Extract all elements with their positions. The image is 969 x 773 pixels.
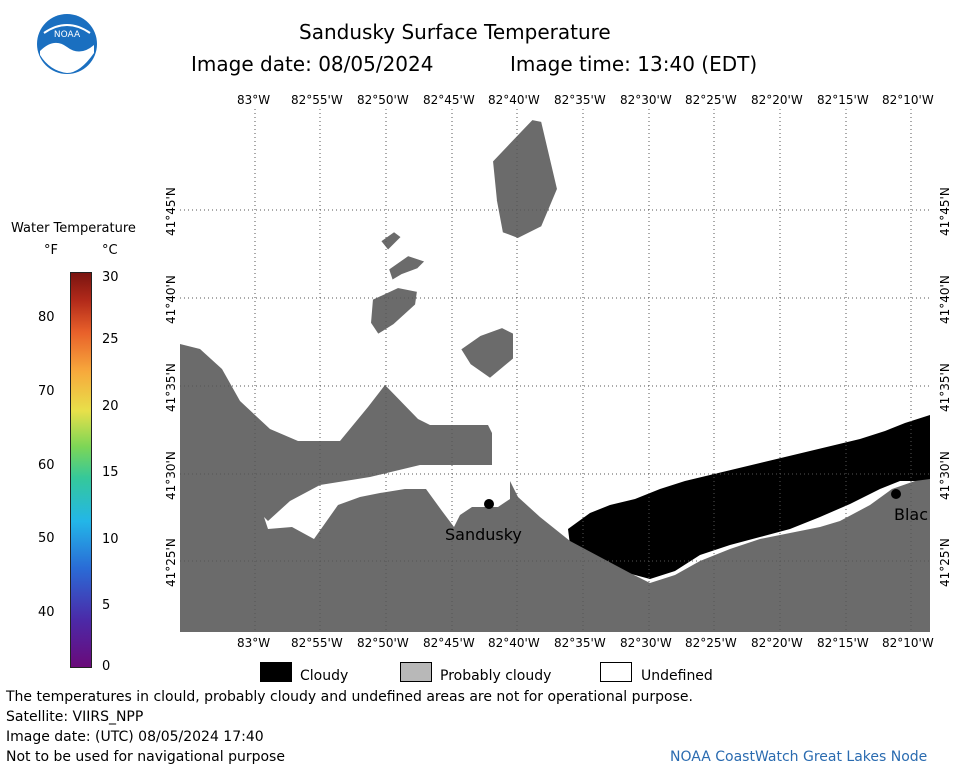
- land-kelleys-island: [490, 117, 560, 241]
- legend-swatch-undefined: [600, 662, 632, 682]
- lat-right-41-25n: 41°25'N: [938, 538, 952, 587]
- f-tick-70: 70: [38, 384, 55, 399]
- f-tick-40: 40: [38, 605, 55, 620]
- city-label-blac: Blac: [894, 505, 929, 524]
- c-tick-25: 25: [102, 332, 119, 347]
- lon-bottom-82-45w: 82°45'W: [423, 636, 475, 650]
- lon-bottom-82-40w: 82°40'W: [488, 636, 540, 650]
- image-date: Image date: 08/05/2024: [191, 52, 434, 76]
- lat-right-41-35n: 41°35'N: [938, 363, 952, 412]
- footer-satellite: Satellite: VIIRS_NPP: [6, 709, 144, 725]
- page-title: Sandusky Surface Temperature: [299, 20, 611, 44]
- lon-top-82-20w: 82°20'W: [751, 93, 803, 107]
- lon-bottom-83w: 83°W: [237, 636, 271, 650]
- lon-top-82-35w: 82°35'W: [554, 93, 606, 107]
- colorbar: [70, 272, 92, 668]
- lon-top-82-45w: 82°45'W: [423, 93, 475, 107]
- graticule: [180, 109, 930, 632]
- f-tick-80: 80: [38, 310, 55, 325]
- blac-marker: [891, 489, 901, 499]
- logo-text: NOAA: [54, 30, 81, 40]
- lon-top-82-25w: 82°25'W: [685, 93, 737, 107]
- lon-bottom-82-20w: 82°20'W: [751, 636, 803, 650]
- c-tick-5: 5: [102, 598, 111, 613]
- colorbar-unit-c: °C: [102, 243, 118, 258]
- footer-credit: NOAA CoastWatch Great Lakes Node: [670, 749, 928, 765]
- lon-bottom-82-25w: 82°25'W: [685, 636, 737, 650]
- image-time: Image time: 13:40 (EDT): [510, 52, 758, 76]
- footer-utc-date: Image date: (UTC) 08/05/2024 17:40: [6, 729, 264, 745]
- land-mainland: [180, 344, 930, 632]
- lon-top-82-55w: 82°55'W: [291, 93, 343, 107]
- lat-right-41-40n: 41°40'N: [938, 275, 952, 324]
- lon-top-82-10w: 82°10'W: [882, 93, 934, 107]
- cloud-area: [568, 415, 930, 579]
- lon-top-82-50w: 82°50'W: [357, 93, 409, 107]
- land-middle-bass-island: [458, 325, 515, 381]
- lon-bottom-82-15w: 82°15'W: [817, 636, 869, 650]
- land-south-bass-island: [368, 285, 420, 337]
- c-tick-15: 15: [102, 465, 119, 480]
- lat-right-41-45n: 41°45'N: [938, 187, 952, 236]
- colorbar-title: Water Temperature: [11, 221, 136, 236]
- lat-right-41-30n: 41°30'N: [938, 451, 952, 500]
- colorbar-unit-f: °F: [44, 243, 58, 258]
- lat-left-41-40n: 41°40'N: [164, 275, 178, 324]
- lon-top-82-40w: 82°40'W: [488, 93, 540, 107]
- lon-bottom-82-50w: 82°50'W: [357, 636, 409, 650]
- legend-swatch-probably-cloudy: [400, 662, 432, 682]
- lat-left-41-45n: 41°45'N: [164, 187, 178, 236]
- lon-bottom-82-10w: 82°10'W: [882, 636, 934, 650]
- lat-left-41-25n: 41°25'N: [164, 538, 178, 587]
- land-island-small-2: [386, 253, 428, 283]
- f-tick-50: 50: [38, 531, 55, 546]
- c-tick-0: 0: [102, 659, 111, 674]
- map-frame: [180, 109, 930, 632]
- lon-bottom-82-30w: 82°30'W: [620, 636, 672, 650]
- lon-bottom-82-55w: 82°55'W: [291, 636, 343, 650]
- legend-swatch-cloudy: [260, 662, 292, 682]
- legend-label-cloudy: Cloudy: [300, 668, 349, 684]
- city-label-sandusky: Sandusky: [445, 525, 522, 544]
- lat-left-41-30n: 41°30'N: [164, 451, 178, 500]
- c-tick-30: 30: [102, 270, 119, 285]
- legend-label-probably-cloudy: Probably cloudy: [440, 668, 552, 684]
- footer-note: The temperatures in clould, probably clo…: [6, 689, 693, 705]
- lon-top-82-30w: 82°30'W: [620, 93, 672, 107]
- c-tick-20: 20: [102, 399, 119, 414]
- c-tick-10: 10: [102, 532, 119, 547]
- lon-top-82-15w: 82°15'W: [817, 93, 869, 107]
- lon-top-83w: 83°W: [237, 93, 271, 107]
- lon-bottom-82-35w: 82°35'W: [554, 636, 606, 650]
- f-tick-60: 60: [38, 458, 55, 473]
- footer-nav-note: Not to be used for navigational purpose: [6, 749, 285, 765]
- legend-label-undefined: Undefined: [641, 668, 713, 684]
- noaa-logo: NOAA: [36, 13, 98, 75]
- sandusky-marker: [484, 499, 494, 509]
- lat-left-41-35n: 41°35'N: [164, 363, 178, 412]
